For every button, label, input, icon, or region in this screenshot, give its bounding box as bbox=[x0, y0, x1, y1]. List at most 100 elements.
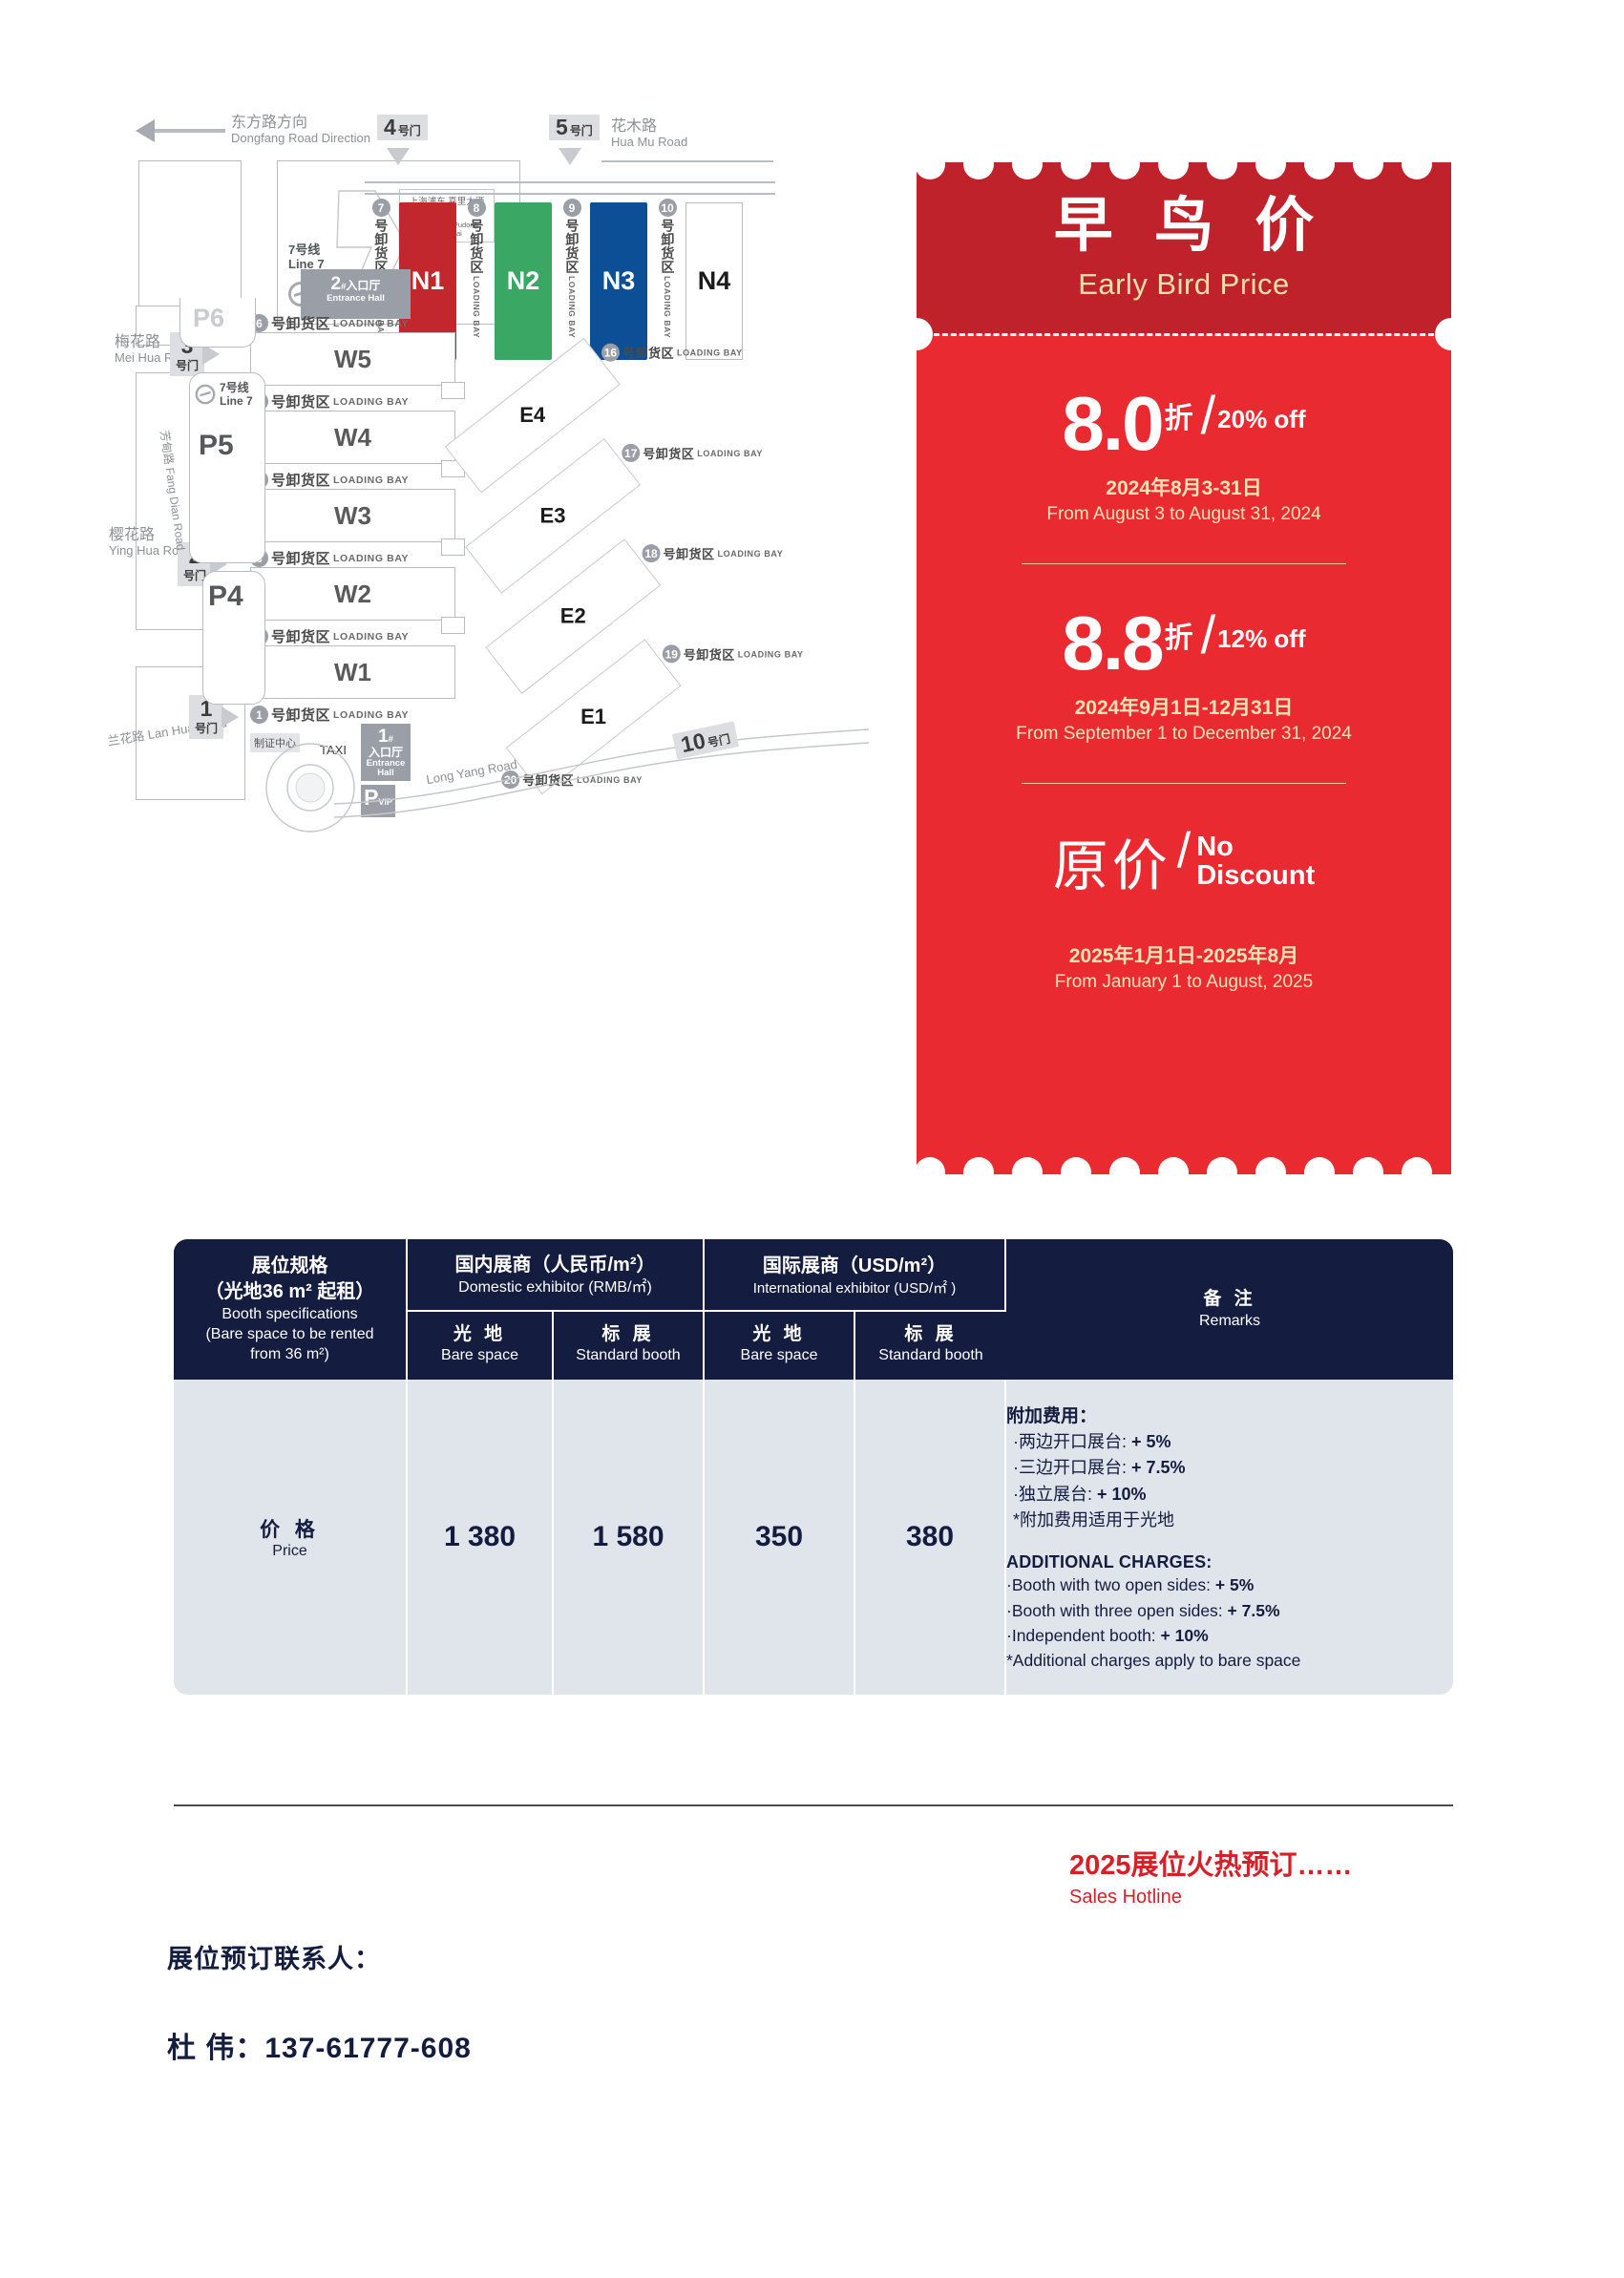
cell-domestic-standard: 1 580 bbox=[554, 1380, 705, 1696]
gate-cn: 号门 bbox=[569, 124, 593, 137]
metro-icon-mid bbox=[195, 384, 216, 405]
international-cn: 国际展商（USD/m²） bbox=[762, 1255, 947, 1276]
bay-cn: 号卸货区 bbox=[564, 219, 580, 274]
bare-en: Bare space bbox=[441, 1347, 518, 1364]
hall-label: W2 bbox=[334, 579, 371, 608]
footer-divider bbox=[174, 1804, 1453, 1806]
contact-label: 展位预订联系人： bbox=[167, 1945, 381, 1973]
hall-label: E4 bbox=[519, 403, 546, 428]
bay-number: 10 bbox=[658, 199, 677, 217]
parking-label-P4: P4 bbox=[208, 580, 243, 612]
hall-label: N3 bbox=[601, 266, 636, 295]
no-discount-dates: 2025年1月1日-2025年8月 From January 1 to Augu… bbox=[917, 943, 1451, 995]
entrance-1-en1: Entrance bbox=[366, 757, 406, 769]
text: ·Booth with two open sides: bbox=[1006, 1575, 1215, 1595]
contact-person[interactable]: 杜 伟：137-61777-608 bbox=[167, 2033, 472, 2064]
domestic-cn: 国内展商（人民币/m²） bbox=[454, 1255, 656, 1276]
bay-en: LOADING BAY bbox=[676, 348, 743, 358]
coupon-title-en: Early Bird Price bbox=[1078, 267, 1290, 301]
value: + 7.5% bbox=[1227, 1600, 1280, 1620]
loading-bay-8: 8 号卸货区 LOADING BAY bbox=[460, 199, 493, 338]
road-cn: 梅花路 bbox=[115, 334, 161, 350]
dongfang-arrow-head bbox=[136, 119, 155, 142]
badge-center-label: 制证中心 bbox=[250, 733, 300, 752]
deal-1-dates: 2024年8月3-31日 From August 3 to August 31,… bbox=[917, 475, 1451, 527]
header-domestic: 国内展商（人民币/m²） Domestic exhibitor (RMB/㎡) bbox=[408, 1239, 705, 1312]
deal-1-date-en: From August 3 to August 31, 2024 bbox=[1046, 504, 1321, 525]
bay-number: 1 bbox=[250, 706, 268, 724]
bay-cn: 号卸货区 bbox=[683, 647, 735, 663]
loading-bay-18: 18 号卸货区 LOADING BAY bbox=[642, 544, 783, 563]
loading-bay-6: 6 号卸货区 LOADING BAY bbox=[250, 313, 409, 333]
bay-en: LOADING BAY bbox=[333, 317, 410, 329]
bay-number: 9 bbox=[562, 199, 581, 217]
bay-en: LOADING BAY bbox=[333, 708, 410, 721]
hall-W5: W5 bbox=[250, 332, 455, 386]
slash-icon: / bbox=[1176, 823, 1192, 879]
bay-cn: 号卸货区 bbox=[660, 219, 676, 274]
cell-remarks: 附加费用： ·两边开口展台: + 5% ·三边开口展台: + 7.5% ·独立展… bbox=[1006, 1380, 1453, 1696]
huamu-road-line bbox=[601, 160, 773, 162]
loading-bay-10: 10 号卸货区 LOADING BAY bbox=[651, 199, 684, 338]
hall-W3: W3 bbox=[250, 489, 455, 542]
no-discount-date-en: From January 1 to August, 2025 bbox=[1054, 972, 1314, 993]
coupon-bottom-scallops bbox=[915, 1157, 1451, 1188]
metro-cn: 7号线 bbox=[220, 381, 249, 394]
road-en: Hua Mu Road bbox=[611, 134, 688, 149]
bay-en: LOADING BAY bbox=[472, 276, 481, 339]
value: 1 580 bbox=[592, 1521, 664, 1553]
remarks-en: Remarks bbox=[1198, 1313, 1260, 1330]
bay-number: 16 bbox=[601, 343, 620, 362]
remarks-cn-heading: 附加费用： bbox=[1006, 1406, 1098, 1427]
long-yang-road bbox=[334, 728, 869, 818]
road-label-yinghua: 樱花路 Ying Hua Road bbox=[109, 527, 193, 558]
table-row: 价 格 Price 1 380 1 580 350 380 附加费用： ·两边开… bbox=[174, 1380, 1453, 1696]
hotline-cn: 2025展位火热预订…… bbox=[1069, 1850, 1353, 1881]
bay-en: LOADING BAY bbox=[663, 276, 672, 339]
gate-5-arrow bbox=[559, 148, 581, 165]
deal-2-dates: 2024年9月1日-12月31日 From September 1 to Dec… bbox=[917, 695, 1451, 747]
remarks-cn-note: *附加费用适用于光地 bbox=[1013, 1510, 1175, 1530]
bay-en: LOADING BAY bbox=[333, 552, 410, 564]
hall-N3: N3 bbox=[590, 202, 647, 360]
value: 350 bbox=[754, 1521, 804, 1553]
hall-label: W3 bbox=[334, 500, 371, 530]
road-en: Ying Hua Road bbox=[109, 542, 193, 558]
bare-cn: 光 地 bbox=[453, 1323, 507, 1344]
remarks-cn-item-1: ·两边开口展台: + 5% bbox=[1006, 1429, 1453, 1455]
text: ·两边开口展台: bbox=[1013, 1432, 1131, 1452]
bay-en: LOADING BAY bbox=[737, 648, 804, 659]
no-discount-en-1: No bbox=[1196, 831, 1234, 862]
entrance-2-line1: 2#入口厅 bbox=[330, 274, 381, 294]
sales-hotline-block: 2025展位火热预订…… Sales Hotline bbox=[1069, 1843, 1353, 1909]
deal-2-unit: 折 bbox=[1164, 622, 1193, 654]
bay-cn: 号卸货区 bbox=[663, 547, 715, 562]
spec-cn-1: 展位规格 bbox=[251, 1255, 328, 1277]
entrance-hall-1: 1# 入口厅 Entrance Hall bbox=[361, 724, 411, 781]
entrance-1-en2: Hall bbox=[377, 767, 394, 778]
hall-label: E3 bbox=[539, 503, 566, 528]
road-cn: 东方路方向 bbox=[231, 115, 308, 131]
gate-cn: 号门 bbox=[706, 731, 732, 750]
gate-cn: 号门 bbox=[397, 124, 421, 137]
bay-en: LOADING BAY bbox=[333, 630, 410, 643]
standard-cn: 标 展 bbox=[904, 1323, 958, 1344]
remarks-en-note: *Additional charges apply to bare space bbox=[1006, 1651, 1301, 1671]
value: + 10% bbox=[1097, 1484, 1147, 1504]
roundabout bbox=[265, 743, 355, 833]
coupon-divider-1 bbox=[1022, 563, 1346, 564]
hall-label: W1 bbox=[334, 657, 371, 686]
header-remarks: 备 注 Remarks bbox=[1006, 1239, 1453, 1381]
pricing-table-wrap: 展位规格 （光地36 m² 起租） Booth specifications (… bbox=[174, 1239, 1453, 1696]
pricing-table: 展位规格 （光地36 m² 起租） Booth specifications (… bbox=[174, 1239, 1453, 1696]
bay-cn: 号卸货区 bbox=[373, 219, 390, 274]
header-international-standard: 标 展 Standard booth bbox=[855, 1311, 1006, 1381]
spec-en-3: from 36 m²) bbox=[250, 1346, 329, 1363]
hall-label: N2 bbox=[506, 266, 540, 295]
gate-num: 5 bbox=[556, 115, 568, 139]
remarks-en-item-2: ·Booth with three open sides: + 7.5% bbox=[1006, 1598, 1453, 1623]
hall-label: N4 bbox=[697, 266, 731, 295]
remarks-cn-item-2: ·三边开口展台: + 7.5% bbox=[1006, 1455, 1453, 1481]
entrance-1-cn: 入口厅 bbox=[368, 745, 403, 759]
coupon-notch-right bbox=[1435, 318, 1467, 350]
